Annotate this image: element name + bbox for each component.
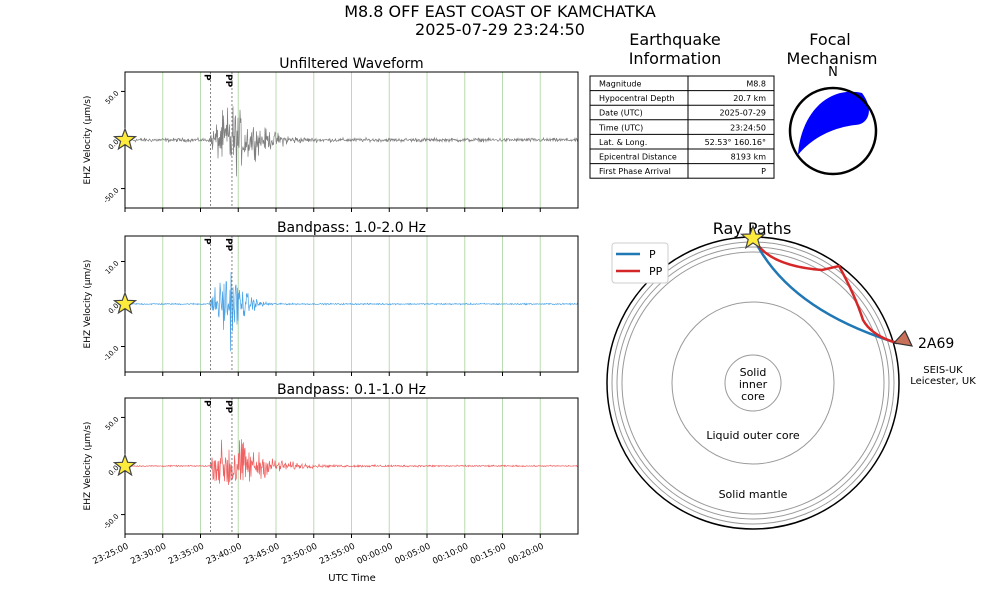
x-tick-label: 00:15:00 [469, 542, 508, 567]
inner-core-label-3: core [741, 390, 765, 403]
info-label: Magnitude [599, 80, 641, 89]
x-axis-label: UTC Time [328, 573, 375, 584]
x-tick-label: 23:55:00 [318, 542, 357, 567]
y-tick-label: 10.0 [104, 259, 121, 276]
raypaths-legend: P PP [611, 242, 669, 284]
legend-label-p: P [649, 248, 656, 261]
station-location-label: Leicester, UK [910, 376, 976, 387]
info-value: 23:24:50 [730, 123, 766, 132]
x-tick-label: 23:40:00 [205, 542, 244, 567]
outer-core-boundary [671, 301, 835, 465]
info-label: Epicentral Distance [599, 153, 677, 162]
x-tick-label: 23:35:00 [167, 542, 206, 567]
info-value: 8193 km [731, 153, 767, 162]
info-value: P [761, 167, 766, 176]
beachball-compression-quadrant [798, 91, 869, 155]
y-axis-label: EHZ Velocity (µm/s) [83, 260, 93, 349]
info-label: Time (UTC) [598, 123, 643, 132]
outer-core-label: Liquid outer core [706, 429, 800, 442]
x-tick-label: 00:10:00 [431, 542, 470, 567]
mantle-label: Solid mantle [719, 488, 788, 501]
earth-shell-660 [616, 246, 890, 520]
info-heading-line1: Earthquake [629, 30, 721, 49]
info-table-border [589, 75, 775, 179]
x-tick-labels: 23:25:0023:30:0023:35:0023:40:0023:45:00… [91, 542, 545, 567]
y-tick-label: -10.0 [102, 344, 120, 362]
earth-cross-section [606, 236, 900, 530]
panel-title: Unfiltered Waveform [279, 56, 423, 72]
focal-heading-line2: Mechanism [787, 49, 878, 68]
info-heading-line2: Information [629, 49, 722, 68]
y-tick-label: -50.0 [102, 186, 120, 204]
legend-label-pp: PP [649, 265, 663, 278]
y-tick-label: 50.0 [104, 89, 121, 106]
panel-title: Bandpass: 0.1-1.0 Hz [277, 382, 426, 398]
info-label: First Phase Arrival [599, 167, 671, 176]
focal-mechanism-beachball [788, 86, 878, 176]
inner-core-label-2: inner [739, 378, 768, 391]
panel-title: Bandpass: 1.0-2.0 Hz [277, 220, 426, 236]
y-tick-label: 50.0 [104, 415, 121, 432]
x-tick-label: 23:30:00 [129, 542, 168, 567]
x-tick-label: 23:50:00 [280, 542, 319, 567]
phase-label-p: P [202, 400, 212, 407]
info-value: 20.7 km [733, 94, 766, 103]
station-code-label: 2A69 [918, 336, 954, 352]
x-tick-label: 00:20:00 [507, 542, 546, 567]
station-triangle-icon [892, 329, 914, 347]
event-star-icon [112, 127, 138, 151]
y-axis-label: EHZ Velocity (µm/s) [83, 96, 93, 185]
x-tick-label: 00:00:00 [356, 542, 395, 567]
event-star-icon [112, 291, 138, 315]
earth-shell-lower [621, 251, 885, 515]
waveform-trace-3 [124, 439, 579, 486]
waveform-trace-1 [124, 106, 579, 177]
info-label: Lat. & Long. [599, 138, 647, 147]
info-value: 52.53° 160.16° [705, 138, 766, 147]
phase-label-pp: PP [223, 74, 233, 88]
y-tick-label: -50.0 [102, 512, 120, 530]
info-label: Hypocentral Depth [599, 94, 675, 103]
y-axis-label: EHZ Velocity (µm/s) [83, 422, 93, 511]
event-star-icon [112, 453, 138, 477]
station-network-label: SEIS-UK [923, 365, 963, 376]
figure-title-line1: M8.8 OFF EAST COAST OF KAMCHATKA [344, 2, 656, 21]
source-star-shape [739, 224, 767, 250]
info-table: Magnitude M8.8 Hypocentral Depth 20.7 km Dat… [589, 75, 775, 179]
info-value: 2025-07-29 [720, 109, 767, 118]
ray-path-pp [753, 240, 898, 345]
x-tick-label: 23:25:00 [91, 542, 130, 567]
figure-title-line2: 2025-07-29 23:24:50 [415, 20, 585, 39]
inner-core-boundary [724, 354, 782, 412]
phase-label-p: P [202, 238, 212, 245]
phase-label-pp: PP [223, 400, 233, 414]
ray-path-p [753, 240, 898, 345]
focal-heading-line1: Focal [809, 30, 850, 49]
inner-core-label-1: Solid [740, 366, 767, 379]
source-star-icon [739, 224, 767, 250]
phase-label-pp: PP [223, 238, 233, 252]
x-tick-label: 00:05:00 [393, 542, 432, 567]
info-label: Date (UTC) [599, 109, 643, 118]
x-tick-label: 23:45:00 [242, 542, 281, 567]
beachball-outline [788, 86, 878, 176]
phase-label-p: P [202, 74, 212, 81]
info-value: M8.8 [746, 80, 766, 89]
waveform-trace-2 [125, 272, 579, 352]
focal-north-label: N [828, 65, 838, 80]
